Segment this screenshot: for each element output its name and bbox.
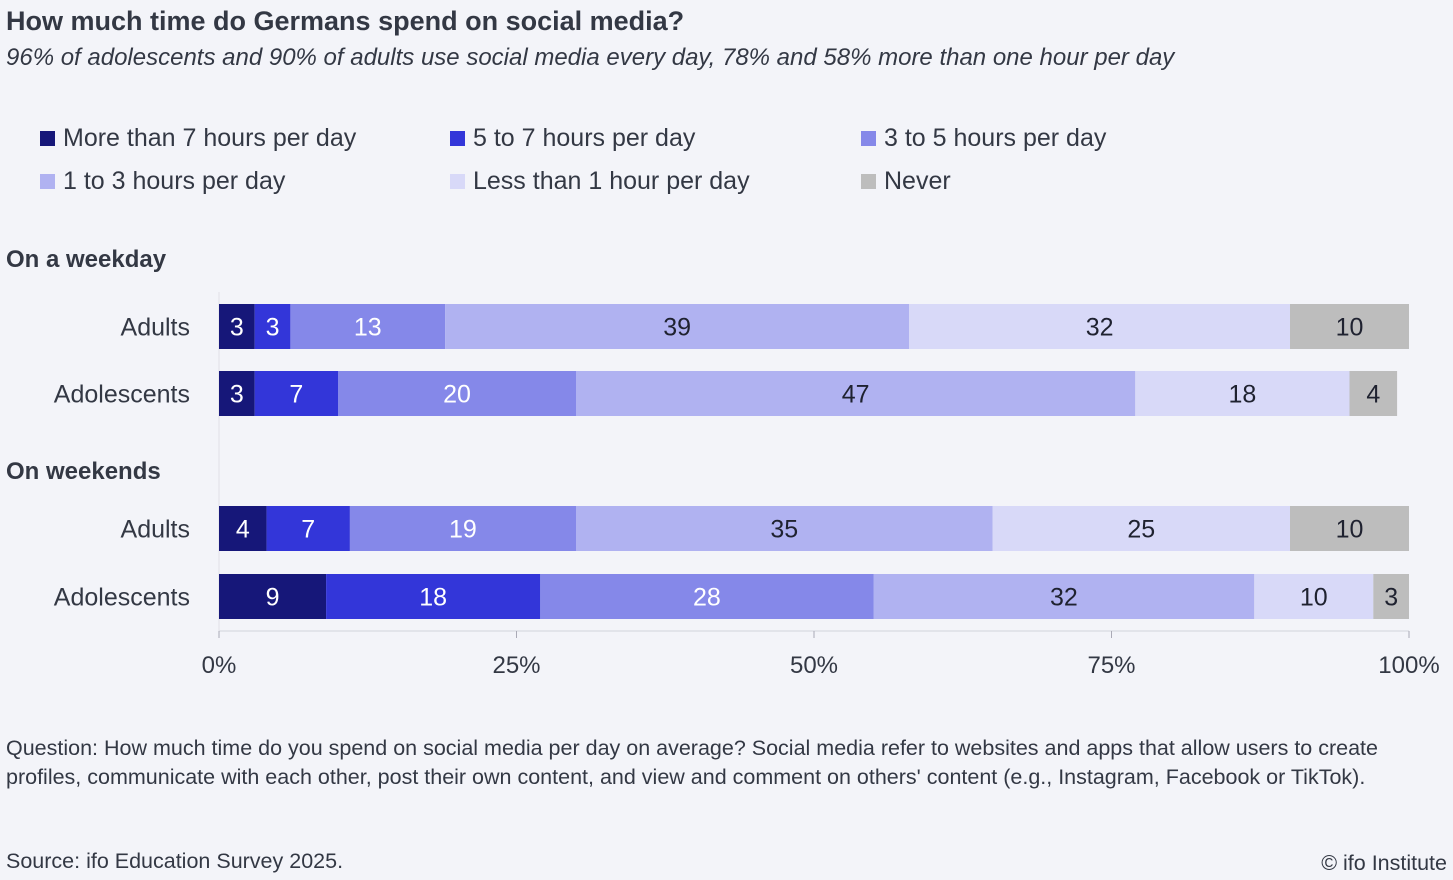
legend-label: 1 to 3 hours per day xyxy=(63,166,286,195)
bar-segment xyxy=(576,371,1136,416)
bar-value-label: 19 xyxy=(449,516,477,544)
bar-value-label: 4 xyxy=(236,516,250,544)
bar-segment xyxy=(540,574,874,619)
bar-value-label: 28 xyxy=(693,584,721,612)
row-label: Adults xyxy=(121,314,190,342)
legend-label: Less than 1 hour per day xyxy=(473,166,750,195)
bar-value-label: 10 xyxy=(1336,516,1364,544)
bar-segment xyxy=(254,371,338,416)
bar-value-label: 10 xyxy=(1336,314,1364,342)
bar-segment xyxy=(873,574,1255,619)
bar-value-label: 10 xyxy=(1300,584,1328,612)
bar-value-label: 7 xyxy=(301,516,315,544)
copyright-note: © ifo Institute xyxy=(1321,851,1447,875)
bar-value-label: 3 xyxy=(230,314,244,342)
x-tick-label: 0% xyxy=(202,652,237,679)
chart-subtitle: 96% of adolescents and 90% of adults use… xyxy=(6,44,1175,71)
legend-label: 5 to 7 hours per day xyxy=(473,123,696,152)
x-tick-label: 25% xyxy=(492,652,540,679)
source-note: Source: ifo Education Survey 2025. xyxy=(6,849,344,873)
legend-swatch xyxy=(861,130,876,146)
bar-segment xyxy=(576,506,993,551)
bar-value-label: 35 xyxy=(770,516,798,544)
legend-item: 3 to 5 hours per day xyxy=(861,124,1106,152)
bar-segment xyxy=(219,371,255,416)
group-label-weekday: On a weekday xyxy=(6,246,167,273)
bar-value-label: 13 xyxy=(354,314,382,342)
x-tick-label: 100% xyxy=(1378,652,1439,679)
bar-value-label: 7 xyxy=(289,381,303,409)
legend-swatch xyxy=(40,130,55,146)
bar-value-label: 32 xyxy=(1050,584,1078,612)
bar-segment xyxy=(1290,506,1409,551)
bar-segment xyxy=(445,304,910,349)
bar-segment xyxy=(1290,304,1409,349)
bar-segment xyxy=(1135,371,1350,416)
bar-segment xyxy=(219,304,255,349)
bar-value-label: 20 xyxy=(443,381,471,409)
bar-segment xyxy=(338,371,576,416)
x-tick-label: 50% xyxy=(790,652,838,679)
bar-value-label: 9 xyxy=(266,584,280,612)
legend-label: More than 7 hours per day xyxy=(63,123,357,152)
bar-value-label: 3 xyxy=(266,314,280,342)
bar-segment xyxy=(326,574,541,619)
legend-swatch xyxy=(450,173,465,189)
bar-value-label: 18 xyxy=(419,584,447,612)
row-label: Adolescents xyxy=(54,584,190,612)
legend-item: Less than 1 hour per day xyxy=(450,167,750,195)
bar-value-label: 47 xyxy=(842,381,870,409)
bar-value-label: 3 xyxy=(1384,584,1398,612)
bar-segment xyxy=(1349,371,1398,416)
legend-item: Never xyxy=(861,167,951,195)
bar-value-label: 25 xyxy=(1127,516,1155,544)
bar-value-label: 39 xyxy=(663,314,691,342)
bar-segment xyxy=(254,304,291,349)
bar-segment xyxy=(909,304,1290,349)
bar-segment xyxy=(992,506,1290,551)
chart-title: How much time do Germans spend on social… xyxy=(6,6,685,36)
bar-segment xyxy=(349,506,576,551)
legend-label: 3 to 5 hours per day xyxy=(884,123,1107,152)
x-tick-label: 75% xyxy=(1087,652,1135,679)
bar-value-label: 4 xyxy=(1366,381,1380,409)
legend-label: Never xyxy=(884,166,951,195)
bar-segment xyxy=(290,304,446,349)
bar-value-label: 32 xyxy=(1086,314,1114,342)
legend-swatch xyxy=(40,173,55,189)
legend-swatch xyxy=(861,173,876,189)
bar-value-label: 3 xyxy=(230,381,244,409)
row-label: Adolescents xyxy=(54,381,190,409)
group-label-weekends: On weekends xyxy=(6,458,161,485)
row-label: Adults xyxy=(121,516,190,544)
legend-swatch xyxy=(450,130,465,146)
bar-segment xyxy=(266,506,350,551)
bar-segment xyxy=(219,506,267,551)
bar-value-label: 18 xyxy=(1228,381,1256,409)
bar-segment xyxy=(1254,574,1374,619)
legend-item: More than 7 hours per day xyxy=(40,124,356,152)
bar-segment xyxy=(219,574,327,619)
bar-segment xyxy=(1373,574,1409,619)
question-footnote: Question: How much time do you spend on … xyxy=(6,736,1378,789)
stacked-bar-chart: 0% 25% 50% 75% 100%Adults 3 3 13 39 32 10Adolescen… xyxy=(54,292,1440,679)
legend-item: 1 to 3 hours per day xyxy=(40,167,285,195)
legend-item: 5 to 7 hours per day xyxy=(450,124,695,152)
